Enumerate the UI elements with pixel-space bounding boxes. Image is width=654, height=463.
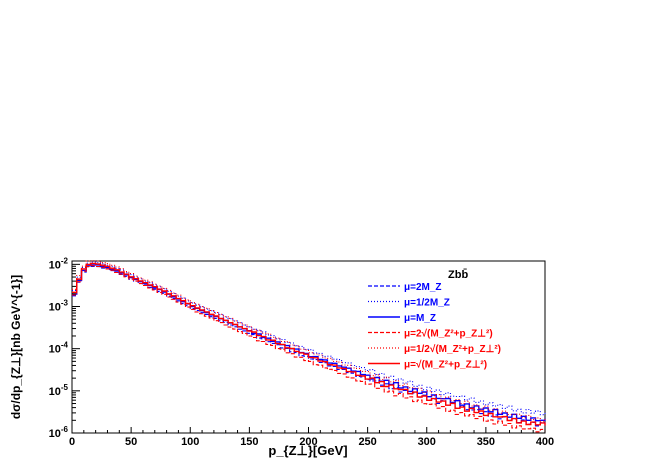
x-tick-label: 0 [69, 436, 75, 448]
x-tick-label: 350 [477, 436, 495, 448]
x-tick-label: 250 [358, 436, 376, 448]
x-tick-label: 400 [536, 436, 554, 448]
x-tick-label: 300 [418, 436, 436, 448]
y-axis-title: dσ/dp_{Z⊥}[nb GeV^{-1}] [9, 275, 23, 419]
x-tick-label: 150 [240, 436, 258, 448]
legend-label: μ=1/2M_Z [404, 298, 450, 309]
legend-label: μ=M_Z [404, 313, 436, 324]
y-tick-label: 10-2 [49, 256, 69, 271]
y-tick-label: 10-4 [49, 341, 69, 356]
legend-label: μ=2M_Z [404, 282, 442, 293]
x-tick-label: 50 [125, 436, 137, 448]
x-axis-title: p_{Z⊥}[GeV] [268, 443, 347, 458]
x-axis: 0 50 100 150 200 250 300 350 400 [69, 427, 554, 448]
y-tick-label: 10-5 [49, 383, 69, 398]
series-group [72, 260, 546, 433]
x-tick-label: 100 [181, 436, 199, 448]
legend-label: μ=2√(M_Z²+p_Z⊥²) [404, 329, 493, 340]
legend-label: μ=1/2√(M_Z²+p_Z⊥²) [404, 344, 501, 355]
series-line [72, 265, 546, 433]
series-line [72, 261, 546, 416]
y-tick-label: 10-3 [49, 299, 69, 314]
y-tick-label: 10-6 [49, 425, 69, 440]
legend: μ=2M_Z μ=1/2M_Z μ=M_Z μ=2√(M_Z²+p_Z⊥²) μ=1/2… [368, 282, 501, 371]
legend-label: μ=√(M_Z²+p_Z⊥²) [404, 360, 487, 371]
series-line [72, 260, 546, 422]
series-line [72, 264, 546, 422]
y-axis: 10-6 10-5 10-4 10-3 10-2 [49, 256, 80, 440]
x-tick-label: 200 [299, 436, 317, 448]
chart-title: Zbb̄ [448, 269, 468, 281]
series-line [72, 262, 546, 426]
